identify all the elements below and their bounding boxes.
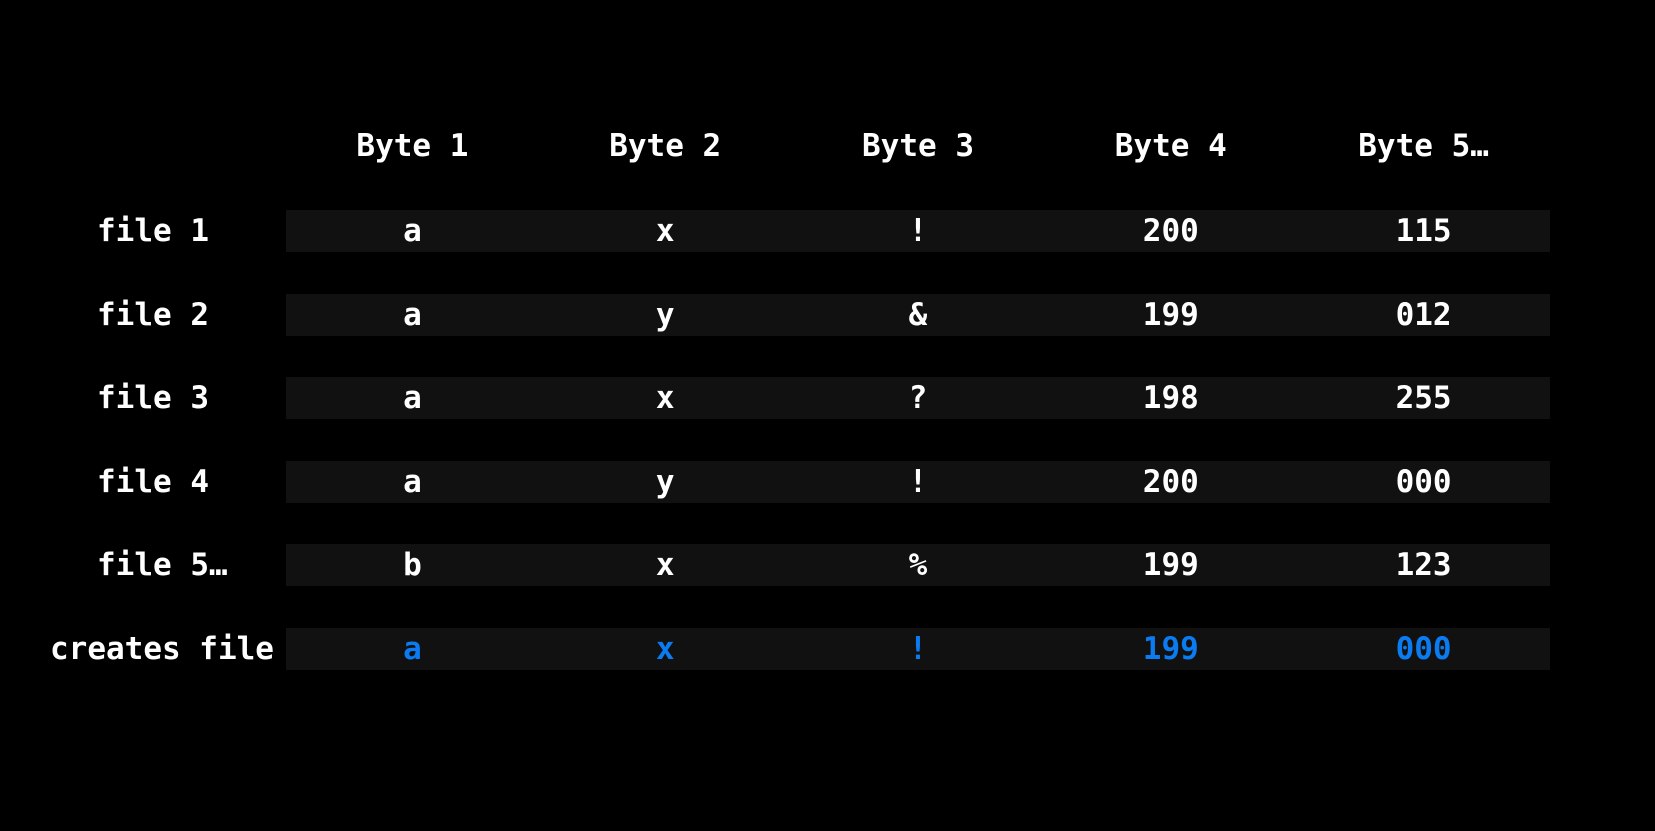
table-cell: b xyxy=(403,547,422,583)
table-cell: 199 xyxy=(1142,297,1199,333)
row-band: a y & 199 012 xyxy=(286,294,1550,336)
row-label: file 2 xyxy=(97,297,209,333)
column-header: Byte 3 xyxy=(862,128,974,164)
column-header: Byte 1 xyxy=(356,128,469,164)
table-cell: a xyxy=(403,297,422,333)
table-cell: & xyxy=(908,297,928,333)
table-cell: x xyxy=(655,547,675,583)
result-cell: a xyxy=(403,631,422,667)
result-cell: x xyxy=(655,631,675,667)
result-cell: ! xyxy=(908,631,928,667)
row-band: a x ! 199 000 xyxy=(286,628,1550,670)
row-band: a y ! 200 000 xyxy=(286,461,1550,503)
column-header: Byte 4 xyxy=(1114,128,1227,164)
result-row: creates file a x ! 199 000 xyxy=(0,628,1655,670)
row-band: a x ! 200 115 xyxy=(286,210,1550,252)
column-header: Byte 2 xyxy=(609,128,722,164)
table-cell: ! xyxy=(908,464,928,500)
row-label: file 4 xyxy=(97,464,209,500)
table-cell: y xyxy=(655,297,675,333)
table-cell: ! xyxy=(908,213,928,249)
table-row: file 5… b x % 199 123 xyxy=(0,544,1655,586)
table-row: file 4 a y ! 200 000 xyxy=(0,461,1655,503)
result-row-label: creates file xyxy=(50,631,274,667)
result-cell: 000 xyxy=(1395,631,1452,667)
table-row: file 3 a x ? 198 255 xyxy=(0,377,1655,419)
row-label: file 1 xyxy=(97,213,209,249)
table-cell: 255 xyxy=(1395,380,1452,416)
row-band: a x ? 198 255 xyxy=(286,377,1550,419)
table-cell: a xyxy=(403,213,422,249)
table-row: file 1 a x ! 200 115 xyxy=(0,210,1655,252)
table-cell: 012 xyxy=(1395,297,1452,333)
row-label: file 3 xyxy=(97,380,209,416)
row-band: b x % 199 123 xyxy=(286,544,1550,586)
row-label: file 5… xyxy=(97,547,228,583)
table-cell: 199 xyxy=(1142,547,1199,583)
table-cell: x xyxy=(655,213,675,249)
column-header: Byte 5… xyxy=(1358,128,1489,164)
table-cell: 123 xyxy=(1395,547,1452,583)
table-row: file 2 a y & 199 012 xyxy=(0,294,1655,336)
table-cell: 000 xyxy=(1395,464,1452,500)
table-cell: 115 xyxy=(1395,213,1452,249)
table-cell: a xyxy=(403,380,422,416)
table-cell: ? xyxy=(908,380,928,416)
table-cell: % xyxy=(908,547,928,583)
table-cell: y xyxy=(655,464,675,500)
table-cell: a xyxy=(403,464,422,500)
table-cell: x xyxy=(655,380,675,416)
table-cell: 200 xyxy=(1142,464,1199,500)
result-cell: 199 xyxy=(1142,631,1199,667)
table-cell: 198 xyxy=(1142,380,1199,416)
table-cell: 200 xyxy=(1142,213,1199,249)
header-row: Byte 1 Byte 2 Byte 3 Byte 4 Byte 5… xyxy=(286,124,1550,168)
